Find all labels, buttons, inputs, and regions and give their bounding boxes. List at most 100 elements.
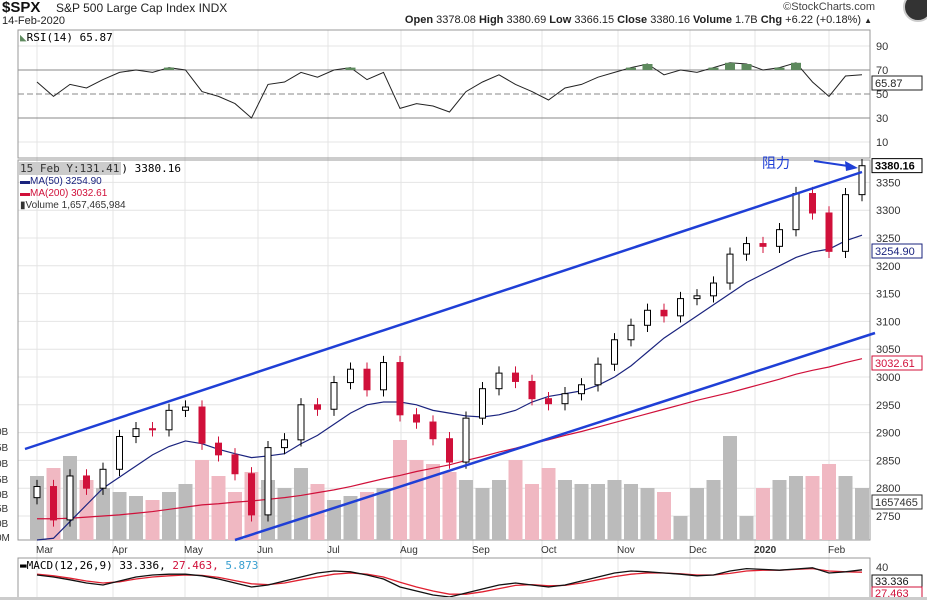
month-label: Mar [36, 545, 54, 556]
volume-tick: 0B [0, 427, 9, 438]
candle-body [83, 475, 90, 489]
volume-bar [294, 468, 308, 540]
ma50-legend: ▬MA(50) 3254.90 [20, 176, 102, 187]
candle-body [413, 414, 420, 423]
volume-bar [624, 484, 638, 540]
candle-body [495, 372, 503, 390]
ma50-swatch-icon: ▬ [20, 176, 30, 187]
volume-bar [426, 464, 440, 540]
rsi-overbought-fill [345, 67, 356, 70]
candle-body [776, 229, 783, 247]
volume-bar [211, 476, 226, 540]
price-tick: 3250 [876, 233, 900, 245]
volume-bar [822, 464, 836, 540]
candle-body [561, 393, 569, 405]
volume-bar [789, 476, 803, 540]
candle-body [281, 439, 288, 449]
volume-bar [360, 492, 374, 540]
price-tick: 3000 [876, 372, 900, 384]
candle-body [809, 193, 816, 214]
volume-bar [640, 488, 655, 540]
upper-trendline [24, 170, 863, 451]
volume-bar [96, 488, 110, 540]
volume-bar [492, 480, 506, 540]
month-label: Aug [400, 545, 418, 556]
price-tick: 3100 [876, 316, 900, 328]
price-tick: 2800 [876, 483, 900, 495]
price-tick: 2750 [876, 511, 900, 523]
volume-tick: 0M [0, 533, 10, 544]
macd-value: MACD(12,26,9) 33.336, [26, 559, 166, 572]
rsi-tick: 50 [876, 89, 888, 101]
candle-body [710, 282, 717, 297]
candle-body [660, 309, 668, 317]
rsi-overbought-fill [708, 67, 719, 70]
rsi-tick: 30 [876, 113, 888, 125]
candle-body [198, 406, 206, 444]
volume-bars [30, 436, 869, 540]
rsi-legend: ◣RSI(14) 65.87 [20, 31, 113, 44]
month-label: Dec [689, 545, 707, 556]
candle-body [264, 447, 272, 516]
volume-label: Volume [693, 14, 732, 26]
brand-logo: ©StockCharts.com [783, 1, 875, 13]
volume-bar [541, 468, 556, 540]
candle-body [627, 324, 635, 341]
volume-bar [838, 476, 853, 540]
volume-value-tag-box [871, 494, 923, 510]
high-label: High [478, 14, 504, 26]
resistance-annotation: 阻力 [762, 155, 790, 171]
volume-tick: 5B [0, 504, 9, 515]
volume-bar [393, 440, 407, 540]
candle-body [182, 406, 189, 411]
rsi-legend-text: RSI(14) 65.87 [26, 31, 113, 44]
rsi-overbought-fill [741, 64, 752, 70]
volume-value: 1.7B [735, 14, 758, 26]
candle-body [215, 442, 222, 456]
candle-body [314, 404, 321, 410]
month-label: Nov [617, 545, 635, 556]
volume-value-tag: 1657465 [875, 497, 918, 509]
candles [33, 159, 866, 527]
volume-bar [178, 484, 193, 540]
candle-body [363, 368, 371, 391]
arrowhead-icon [845, 161, 858, 171]
candle-body [693, 295, 701, 300]
index-name: S&P 500 Large Cap Index [56, 1, 196, 15]
bottom-scrollbar[interactable] [0, 597, 927, 600]
ma50-value-tag-box [871, 243, 923, 259]
rsi-icon: ◣ [20, 31, 27, 44]
open-value: 3378.08 [436, 14, 476, 26]
rsi-overbought-fill [791, 62, 801, 70]
candle-body [842, 194, 849, 252]
macd-histogram-value: 5.873 [225, 559, 259, 572]
rsi-overbought-fill [642, 64, 653, 70]
rsi-value-tag: 65.87 [875, 78, 903, 90]
ma200-value-tag: 3032.61 [875, 358, 915, 370]
volume-bar [145, 500, 160, 540]
volume-bar [657, 492, 671, 540]
volume-bar [475, 488, 490, 540]
volume-bar [673, 516, 688, 540]
symbol: $SPX [2, 0, 41, 16]
volume-bar [459, 480, 473, 540]
volume-bar [855, 488, 869, 540]
candle-body [231, 454, 239, 475]
price-tick: 3300 [876, 205, 900, 217]
scroll-up-icon[interactable] [903, 0, 927, 22]
volume-bar [228, 492, 242, 540]
volume-bar [277, 488, 292, 540]
volume-bar [376, 488, 391, 540]
volume-bar [706, 480, 721, 540]
macd-value-tag: 33.336 [875, 576, 909, 588]
candle-body [149, 428, 156, 431]
rsi-overbought-fill [725, 62, 735, 70]
volume-tick: 0B [0, 519, 9, 530]
candle-body [594, 363, 602, 386]
volume-legend: ▮Volume 1,657,465,984 [20, 200, 126, 211]
rsi-overbought-fill [164, 67, 174, 70]
candle-body [545, 398, 552, 405]
low-value: 3366.15 [574, 14, 615, 26]
candle-body [99, 468, 107, 489]
